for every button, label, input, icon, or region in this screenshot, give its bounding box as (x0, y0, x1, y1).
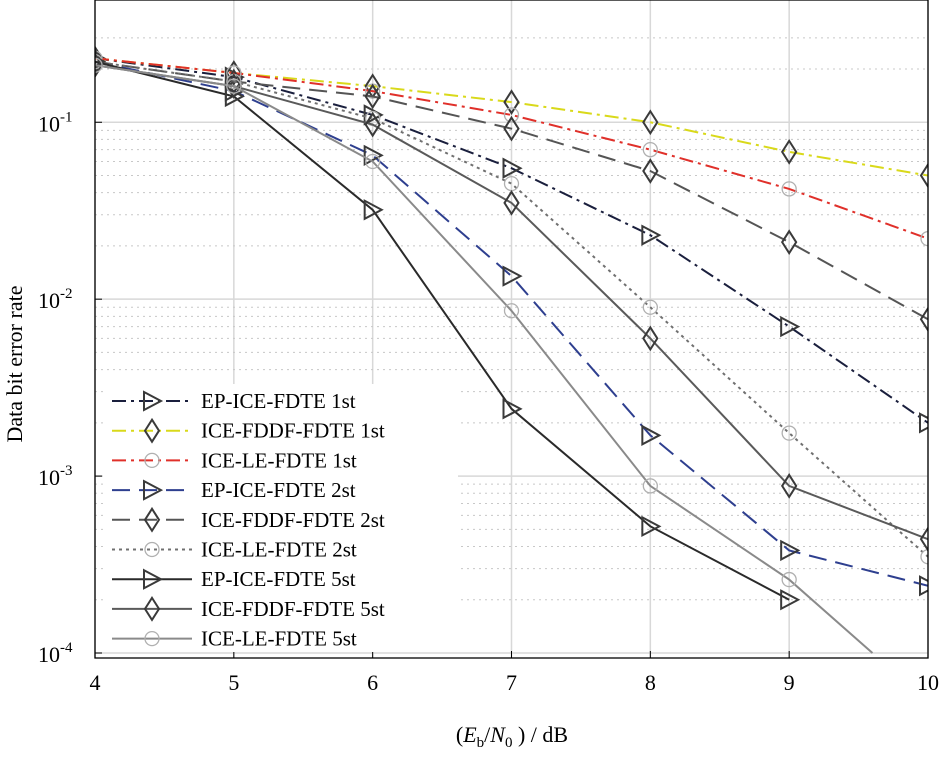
legend-label: ICE-LE-FDTE 5st (201, 627, 357, 651)
legend: EP-ICE-FDTE 1st ICE-FDDF-FDTE 1st ICE-LE-F… (103, 384, 458, 652)
data-point (95, 57, 103, 73)
data-point (919, 412, 928, 434)
data-point (781, 425, 797, 441)
data-point (502, 157, 523, 179)
legend-marker (144, 541, 160, 558)
y-axis-label: Data bit error rate (2, 286, 27, 443)
data-point (780, 589, 801, 611)
data-point (224, 85, 245, 108)
data-point (780, 539, 801, 562)
series-line (95, 60, 928, 558)
legend-marker (143, 568, 164, 590)
x-tick-label: 6 (367, 670, 378, 695)
data-point (642, 142, 658, 158)
x-tick-label: 5 (228, 670, 239, 695)
x-axis-label: (Eb/N0 ) / dB (456, 722, 568, 751)
legend-label: EP-ICE-FDTE 2st (201, 478, 356, 502)
x-tick-label: 7 (506, 670, 517, 695)
data-point (920, 230, 928, 247)
data-point (364, 83, 381, 110)
data-point (642, 478, 658, 494)
data-point (363, 144, 384, 167)
data-point (780, 229, 798, 256)
y-tick-label: 10-2 (38, 286, 73, 313)
series-9 (95, 57, 874, 654)
data-point (364, 111, 381, 138)
data-point (226, 65, 242, 81)
legend-box (103, 384, 458, 652)
legend-label: EP-ICE-FDTE 5st (201, 567, 356, 591)
series-line (95, 57, 928, 240)
series-layer (95, 45, 928, 654)
legend-marker (143, 596, 161, 622)
data-point (503, 190, 520, 216)
data-point (502, 265, 523, 287)
data-point (95, 50, 103, 66)
data-point (641, 224, 662, 246)
legend-label: ICE-LE-FDTE 2st (201, 538, 357, 562)
y-tick-label: 10-3 (38, 463, 73, 490)
x-tick-label: 9 (784, 670, 795, 695)
legend-marker (143, 479, 164, 501)
data-point (920, 549, 928, 565)
data-point (503, 303, 520, 319)
legend-label: EP-ICE-FDTE 1st (201, 389, 356, 413)
data-point (95, 52, 104, 79)
data-point (780, 315, 801, 338)
data-point (642, 109, 659, 136)
data-point (919, 575, 928, 597)
x-tick-label: 8 (645, 670, 656, 695)
data-point (225, 73, 243, 100)
legend-marker (144, 630, 160, 647)
legend-marker (143, 390, 164, 412)
data-point (642, 299, 658, 315)
legend-label: ICE-FDDF-FDTE 2st (201, 508, 385, 532)
data-point (225, 60, 243, 86)
data-point (365, 153, 381, 170)
x-axis: 4 5 6 7 8 9 10 (90, 651, 939, 695)
data-point (919, 162, 928, 189)
data-point (780, 473, 798, 499)
x-tick-label: 10 (917, 670, 939, 695)
data-point (919, 306, 928, 333)
data-point (781, 181, 797, 197)
data-point (95, 45, 104, 72)
data-point (503, 89, 520, 115)
data-point (641, 424, 662, 446)
data-point (95, 48, 104, 75)
data-point (363, 104, 384, 126)
y-tick-label: 10-1 (38, 109, 73, 136)
x-tick-label: 4 (90, 670, 101, 695)
legend-label: ICE-FDDF-FDTE 5st (201, 597, 385, 621)
data-point (226, 78, 242, 94)
data-point (780, 139, 798, 165)
data-point (502, 398, 523, 420)
legend-marker (143, 417, 161, 444)
series-line (95, 60, 790, 601)
data-point (919, 526, 928, 553)
data-point (363, 199, 384, 221)
data-point (503, 107, 520, 123)
legend-label: ICE-LE-FDTE 1st (201, 448, 357, 472)
data-point (781, 571, 797, 588)
legend-marker (143, 506, 161, 533)
data-point (642, 158, 659, 184)
data-point (503, 115, 520, 142)
series-line (95, 57, 928, 424)
data-point (641, 515, 662, 537)
y-axis: 10-1 10-2 10-3 10-4 (38, 109, 102, 667)
legend-label: ICE-FDDF-FDTE 1st (201, 419, 385, 443)
data-point (642, 325, 659, 352)
series-line (95, 64, 874, 654)
legend-marker (144, 452, 160, 469)
y-tick-label: 10-4 (38, 640, 73, 667)
